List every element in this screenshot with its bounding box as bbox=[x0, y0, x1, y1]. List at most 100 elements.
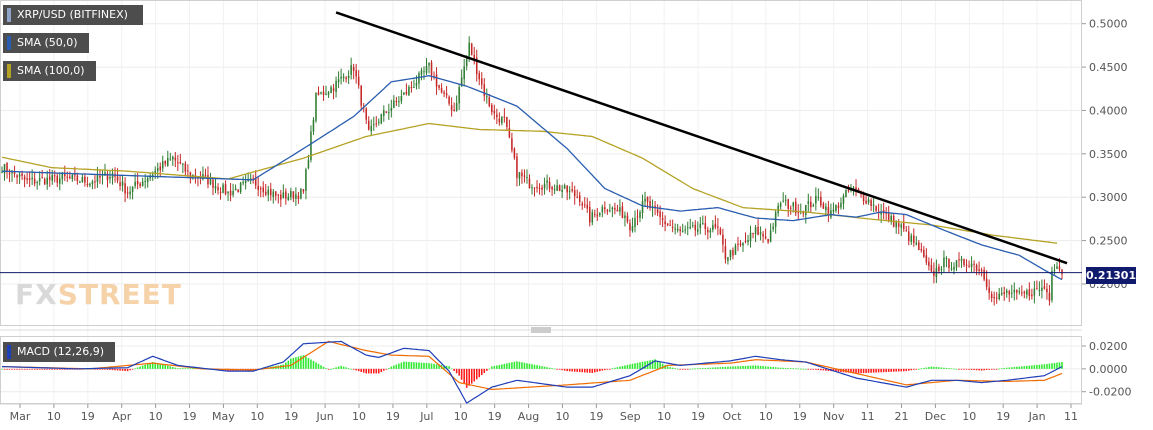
histogram-bar bbox=[581, 368, 584, 373]
histogram-bar bbox=[968, 368, 970, 370]
histogram-bar bbox=[16, 368, 18, 370]
candle bbox=[139, 182, 141, 189]
candle bbox=[729, 249, 732, 261]
candle bbox=[734, 243, 737, 255]
histogram-bar bbox=[538, 365, 541, 369]
histogram-bar bbox=[684, 368, 687, 370]
histogram-bar bbox=[370, 368, 373, 374]
histogram-bar bbox=[506, 363, 508, 369]
histogram-bar bbox=[513, 361, 516, 369]
candle bbox=[169, 152, 172, 161]
candle bbox=[970, 256, 973, 273]
candle bbox=[503, 108, 506, 123]
candle bbox=[513, 147, 516, 160]
histogram-bar bbox=[933, 366, 935, 369]
candle bbox=[217, 183, 219, 195]
candle bbox=[993, 291, 995, 306]
time-tick-label: 19 bbox=[81, 410, 95, 423]
price-tick-label: 0.3000 bbox=[1089, 191, 1128, 204]
candle bbox=[599, 212, 601, 218]
histogram-bar bbox=[639, 362, 641, 369]
histogram-bar bbox=[762, 366, 764, 369]
histogram-bar bbox=[865, 368, 867, 373]
candle bbox=[900, 223, 903, 236]
panel-resize-handle[interactable] bbox=[531, 327, 551, 333]
candle bbox=[671, 219, 674, 233]
histogram-bar bbox=[563, 368, 566, 371]
histogram-bar bbox=[528, 363, 531, 369]
candle bbox=[1041, 279, 1043, 299]
candle bbox=[1021, 285, 1023, 297]
histogram-bar bbox=[571, 368, 573, 372]
histogram-bar bbox=[990, 368, 993, 370]
candle bbox=[870, 198, 872, 212]
histogram-bar bbox=[1005, 367, 1008, 369]
histogram-bar bbox=[21, 368, 23, 370]
candle bbox=[528, 174, 531, 189]
histogram-bar bbox=[511, 362, 513, 369]
histogram-bar bbox=[154, 362, 157, 369]
candle bbox=[1023, 290, 1026, 299]
candle bbox=[920, 242, 923, 253]
histogram-bar bbox=[604, 368, 606, 371]
histogram-bar bbox=[767, 366, 769, 369]
histogram-bar bbox=[33, 368, 36, 370]
candle bbox=[297, 191, 300, 204]
histogram-bar bbox=[119, 368, 121, 371]
candle bbox=[172, 155, 174, 166]
legend-sma50[interactable]: SMA (50,0) bbox=[3, 33, 89, 53]
candle bbox=[237, 189, 239, 193]
price-tick-label: 0.4000 bbox=[1089, 104, 1128, 117]
histogram-bar bbox=[443, 365, 445, 369]
histogram-bar bbox=[578, 368, 581, 373]
candle bbox=[174, 152, 177, 168]
histogram-bar bbox=[179, 368, 182, 370]
legend-sma100[interactable]: SMA (100,0) bbox=[3, 61, 96, 81]
time-tick-label: 10 bbox=[962, 410, 976, 423]
candle bbox=[1000, 287, 1003, 296]
candle bbox=[558, 184, 561, 192]
candle bbox=[410, 81, 413, 93]
candle bbox=[975, 263, 978, 276]
time-tick-label: 19 bbox=[284, 410, 298, 423]
candle bbox=[325, 85, 327, 96]
histogram-bar bbox=[940, 367, 943, 369]
candle bbox=[398, 96, 400, 108]
time-tick-label: Jul bbox=[419, 410, 433, 423]
histogram-bar bbox=[747, 365, 749, 369]
histogram-bar bbox=[945, 367, 948, 369]
histogram-bar bbox=[777, 367, 779, 369]
legend-pair[interactable]: XRP/USD (BITFINEX) bbox=[3, 5, 143, 25]
histogram-bar bbox=[732, 366, 734, 369]
candle bbox=[639, 209, 641, 223]
histogram-bar bbox=[870, 368, 872, 373]
time-tick-label: May bbox=[212, 410, 235, 423]
histogram-bar bbox=[430, 363, 433, 369]
candle bbox=[365, 107, 367, 125]
candle bbox=[383, 105, 385, 122]
histogram-bar bbox=[18, 368, 21, 370]
histogram-bar bbox=[483, 368, 486, 373]
legend-macd[interactable]: MACD (12,26,9) bbox=[3, 342, 115, 362]
histogram-bar bbox=[978, 368, 980, 371]
candle bbox=[280, 189, 282, 207]
histogram-bar bbox=[420, 362, 423, 369]
histogram-bar bbox=[727, 366, 729, 369]
histogram-bar bbox=[121, 368, 124, 371]
candle bbox=[707, 226, 709, 240]
candle bbox=[390, 99, 393, 118]
histogram-bar bbox=[973, 368, 975, 371]
histogram-bar bbox=[36, 368, 38, 370]
candle bbox=[335, 76, 337, 98]
histogram-bar bbox=[350, 368, 352, 370]
histogram-bar bbox=[784, 367, 787, 369]
histogram-bar bbox=[503, 363, 506, 369]
candle bbox=[94, 174, 96, 189]
candle bbox=[902, 214, 905, 232]
candle bbox=[739, 240, 742, 247]
descending-trendline[interactable] bbox=[335, 11, 1068, 265]
candle bbox=[264, 183, 267, 197]
histogram-bar bbox=[187, 368, 189, 370]
candle bbox=[576, 189, 578, 199]
candle bbox=[1031, 288, 1033, 300]
